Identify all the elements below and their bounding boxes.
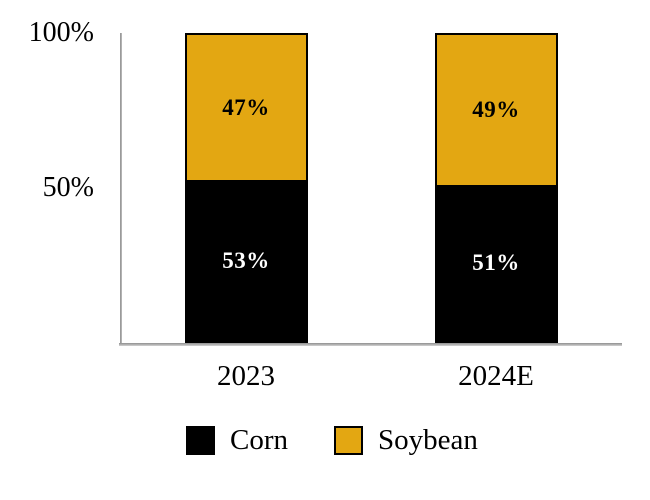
data-label: 47%	[222, 94, 270, 120]
soybean-swatch	[334, 426, 363, 455]
bar-2023: 47% 53%	[184, 33, 308, 343]
legend-item-soybean: Soybean	[334, 426, 478, 455]
soybean-segment: 49%	[436, 35, 556, 186]
corn-segment: 51%	[436, 185, 556, 341]
legend: Corn Soybean	[186, 426, 478, 455]
data-label: 53%	[222, 247, 270, 273]
data-label: 51%	[472, 250, 520, 276]
y-tick-label: 50%	[42, 172, 94, 203]
soybean-segment: 47%	[186, 35, 306, 181]
y-axis-line	[120, 33, 122, 344]
y-tick-label: 100%	[28, 17, 94, 48]
legend-item-corn: Corn	[186, 426, 288, 455]
x-axis-line	[119, 343, 622, 346]
x-axis-label: 2023	[217, 360, 275, 392]
bar-2024E: 49% 51%	[434, 33, 558, 343]
corn-segment: 53%	[186, 180, 306, 341]
legend-label: Soybean	[378, 424, 478, 456]
legend-label: Corn	[230, 424, 288, 456]
data-label: 49%	[472, 97, 520, 123]
corn-swatch	[186, 426, 215, 455]
x-axis-label: 2024E	[458, 360, 534, 392]
